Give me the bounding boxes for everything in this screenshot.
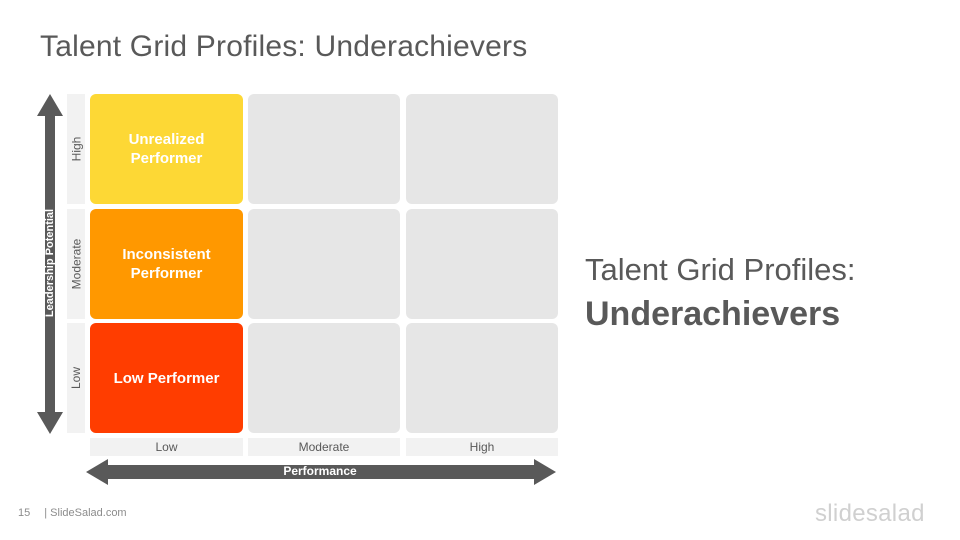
cell-empty bbox=[248, 209, 400, 319]
footer-source: | SlideSalad.com bbox=[44, 507, 127, 519]
cell-empty bbox=[406, 94, 558, 204]
side-title-line1: Talent Grid Profiles: bbox=[585, 252, 856, 287]
x-axis-title: Performance bbox=[283, 464, 357, 478]
cell-empty bbox=[406, 323, 558, 433]
cell-low-performer: Low Performer bbox=[90, 323, 243, 433]
cell-empty bbox=[406, 209, 558, 319]
y-axis-arrow bbox=[37, 94, 63, 434]
x-axis-arrow bbox=[86, 459, 556, 485]
cell-inconsistent-performer: Inconsistent Performer bbox=[90, 209, 243, 319]
slidesalad-logo: slidesalad bbox=[815, 500, 925, 527]
y-axis-title: Leadership Potential bbox=[44, 208, 56, 318]
side-title: Talent Grid Profiles: Underachievers bbox=[585, 248, 856, 336]
column-label-high: High bbox=[406, 438, 558, 456]
row-label-moderate: Moderate bbox=[67, 209, 85, 319]
page-number: 15 bbox=[18, 507, 31, 519]
slide-title: Talent Grid Profiles: Underachievers bbox=[40, 30, 528, 63]
cell-unrealized-performer: Unrealized Performer bbox=[90, 94, 243, 204]
column-label-low: Low bbox=[90, 438, 243, 456]
footer: 15 | SlideSalad.com bbox=[18, 507, 127, 519]
column-label-moderate: Moderate bbox=[248, 438, 400, 456]
cell-empty bbox=[248, 323, 400, 433]
row-label-high: High bbox=[67, 94, 85, 204]
row-label-low: Low bbox=[67, 323, 85, 433]
cell-empty bbox=[248, 94, 400, 204]
side-title-line2: Underachievers bbox=[585, 295, 841, 333]
